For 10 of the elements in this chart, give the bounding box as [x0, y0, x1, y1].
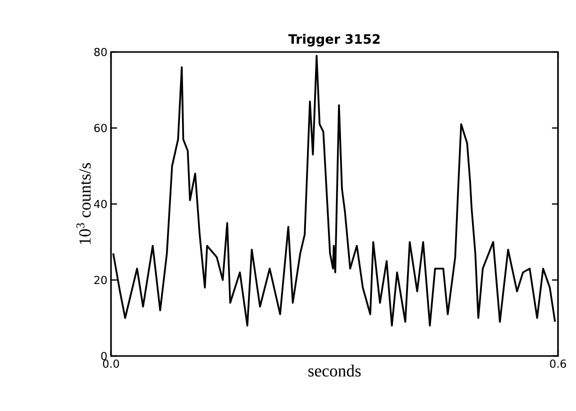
x-axis-title: seconds [308, 364, 361, 377]
y-tick-label: 60 [94, 124, 107, 132]
y-tick-label: 0 [101, 352, 107, 360]
x-tick-label: 0.6 [550, 360, 566, 368]
y-tick-label: 80 [94, 48, 107, 56]
y-tick-label: 40 [94, 200, 107, 208]
y-tick-label: 20 [94, 276, 107, 284]
x-tick-label: 0.0 [103, 360, 119, 368]
y-axis-title: 10$^{3}$ counts/s [76, 163, 91, 244]
chart-title: Trigger 3152 [288, 34, 380, 46]
